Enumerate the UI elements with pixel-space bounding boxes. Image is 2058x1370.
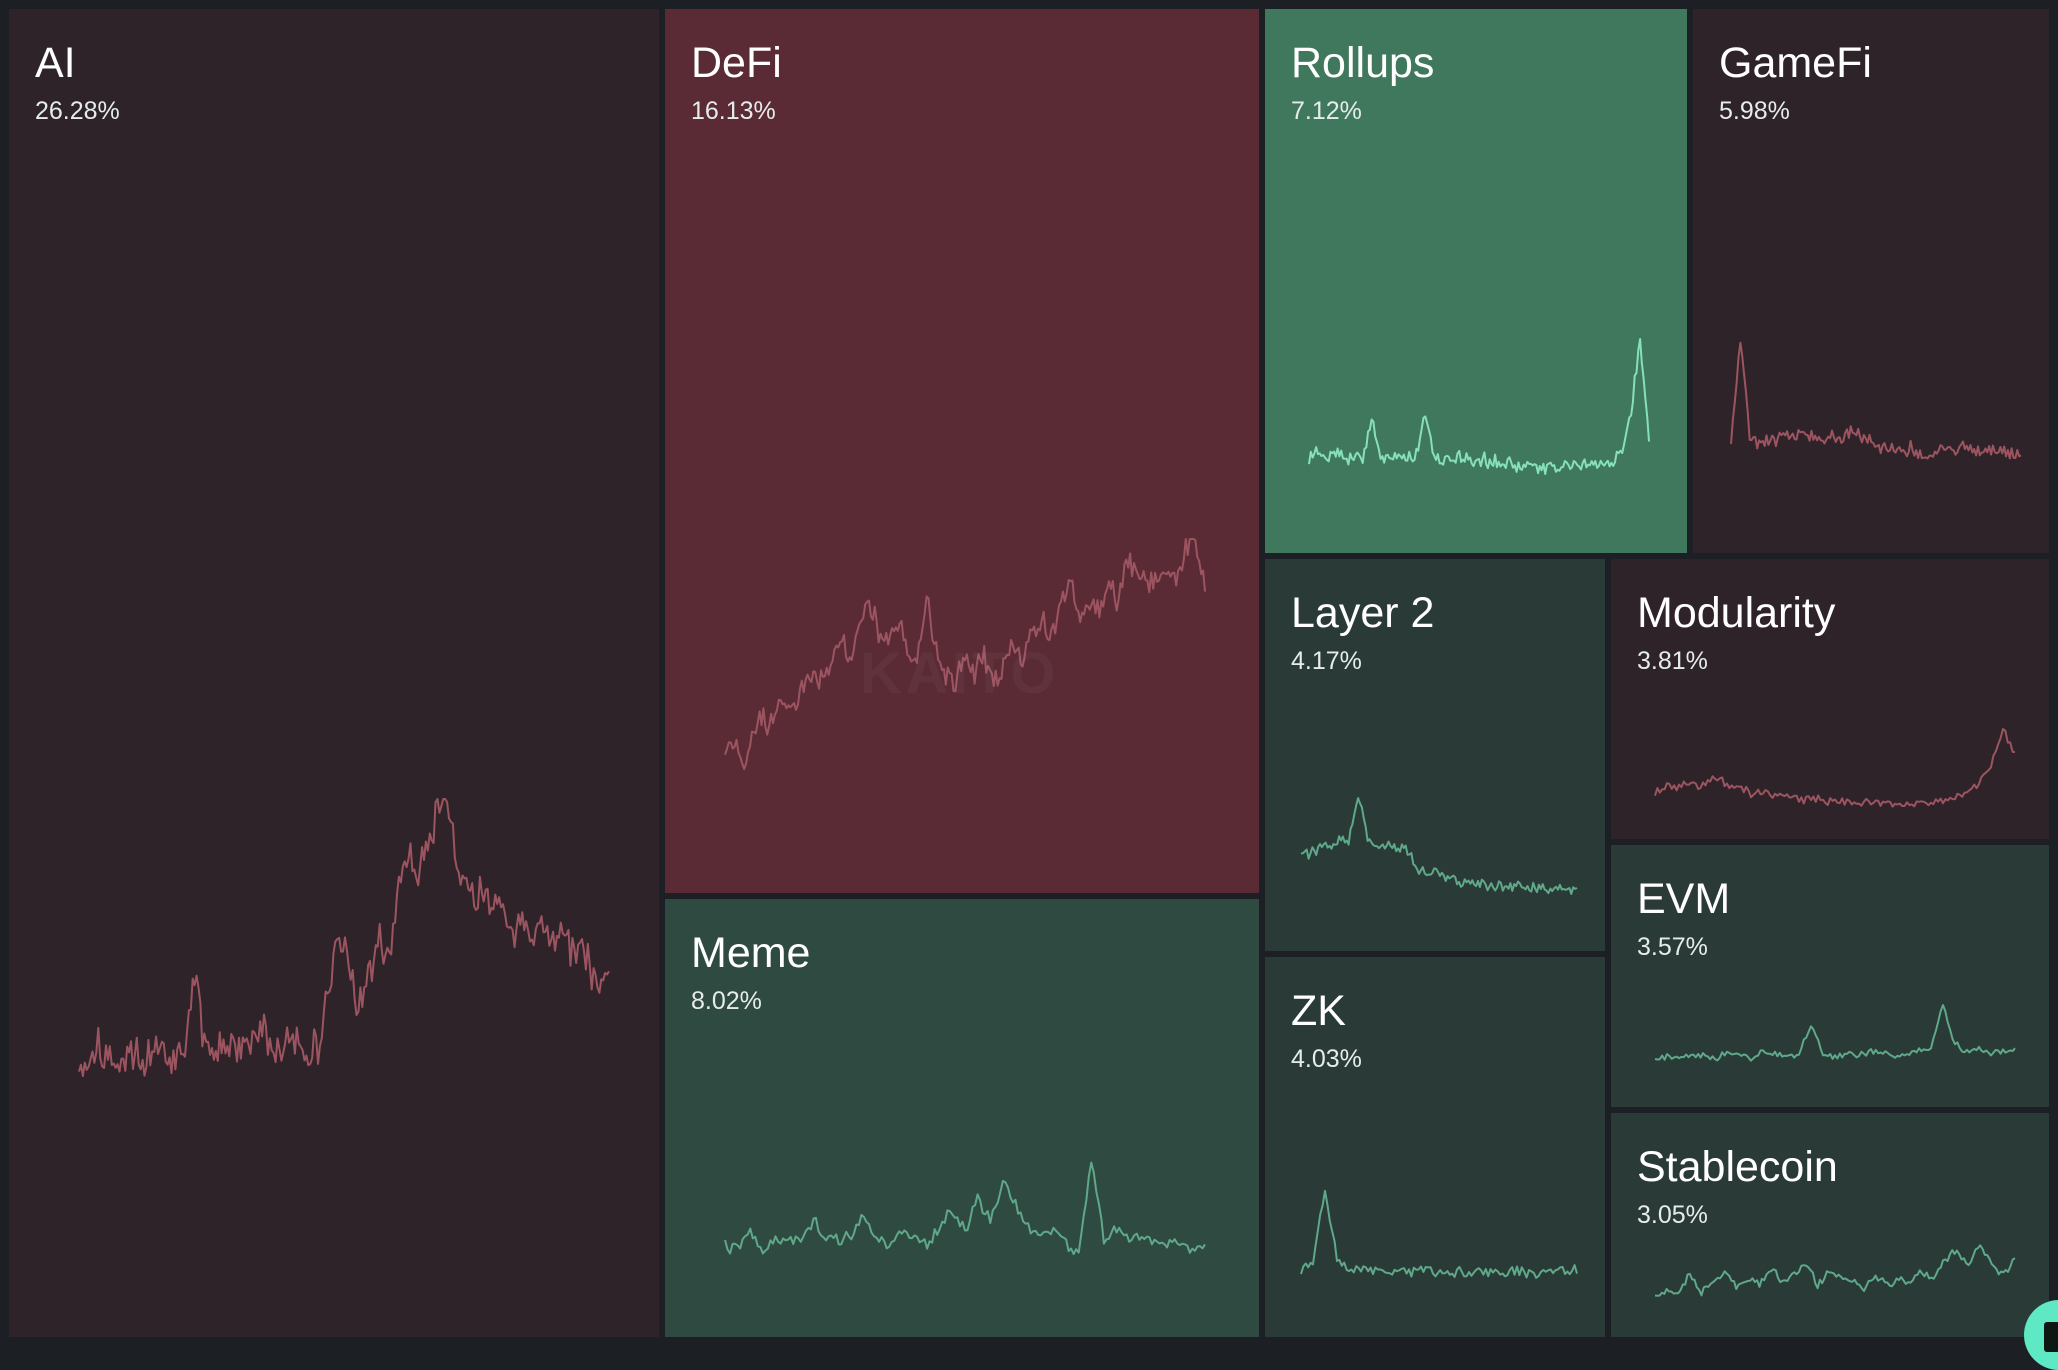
tile-percent: 26.28% [35, 97, 120, 125]
tile-percent: 4.03% [1291, 1045, 1362, 1073]
tile-zk[interactable]: ZK 4.03% [1262, 954, 1608, 1340]
sparkline-path [1300, 1189, 1578, 1279]
tile-gamefi[interactable]: GameFi 5.98% [1690, 6, 2052, 556]
sparkline-evm [1654, 1004, 2016, 1062]
tile-ai[interactable]: AI 26.28% [6, 6, 662, 1340]
sparkline-path [1308, 338, 1650, 475]
sparkline-rollups [1308, 338, 1650, 475]
tile-label: Meme [691, 929, 811, 977]
tile-stablecoin[interactable]: Stablecoin 3.05% [1608, 1110, 2052, 1340]
sparkline-layer-2 [1300, 797, 1578, 895]
tile-label: Modularity [1637, 589, 1836, 637]
tile-label: GameFi [1719, 39, 1872, 87]
sparkline-modularity [1654, 728, 2016, 808]
sparkline-path [1654, 1004, 2016, 1062]
tile-label: Stablecoin [1637, 1143, 1838, 1191]
tile-label: ZK [1291, 987, 1346, 1035]
sparkline-ai [78, 798, 610, 1078]
tile-label: EVM [1637, 875, 1731, 923]
sparkline-stablecoin [1654, 1244, 2016, 1297]
tile-meme[interactable]: Meme 8.02% [662, 896, 1262, 1340]
tile-percent: 16.13% [691, 97, 776, 125]
sparkline-path [1300, 797, 1578, 895]
tile-label: Rollups [1291, 39, 1435, 87]
sparkline-gamefi [1730, 341, 2022, 460]
tile-percent: 3.05% [1637, 1201, 1708, 1229]
sparkline-defi [724, 538, 1206, 770]
sparkline-meme [724, 1161, 1206, 1256]
tile-percent: 8.02% [691, 987, 762, 1015]
tile-label: Layer 2 [1291, 589, 1435, 637]
sparkline-path [724, 538, 1206, 770]
tile-percent: 3.81% [1637, 647, 1708, 675]
sparkline-path [1654, 728, 2016, 808]
kaito-watermark: KAITO [860, 640, 1059, 707]
tile-label: DeFi [691, 39, 782, 87]
tile-label: AI [35, 39, 76, 87]
tile-defi[interactable]: DeFi 16.13% [662, 6, 1262, 896]
tile-percent: 4.17% [1291, 647, 1362, 675]
tile-layer-2[interactable]: Layer 2 4.17% [1262, 556, 1608, 954]
sparkline-path [1654, 1244, 2016, 1297]
corner-badge-glyph [2044, 1322, 2058, 1352]
sparkline-path [78, 798, 610, 1078]
tile-percent: 3.57% [1637, 933, 1708, 961]
tile-rollups[interactable]: Rollups 7.12% [1262, 6, 1690, 556]
tile-modularity[interactable]: Modularity 3.81% [1608, 556, 2052, 842]
tile-percent: 7.12% [1291, 97, 1362, 125]
tile-percent: 5.98% [1719, 97, 1790, 125]
sparkline-path [1730, 341, 2022, 460]
sparkline-path [724, 1161, 1206, 1256]
sparkline-zk [1300, 1189, 1578, 1279]
tile-evm[interactable]: EVM 3.57% [1608, 842, 2052, 1110]
